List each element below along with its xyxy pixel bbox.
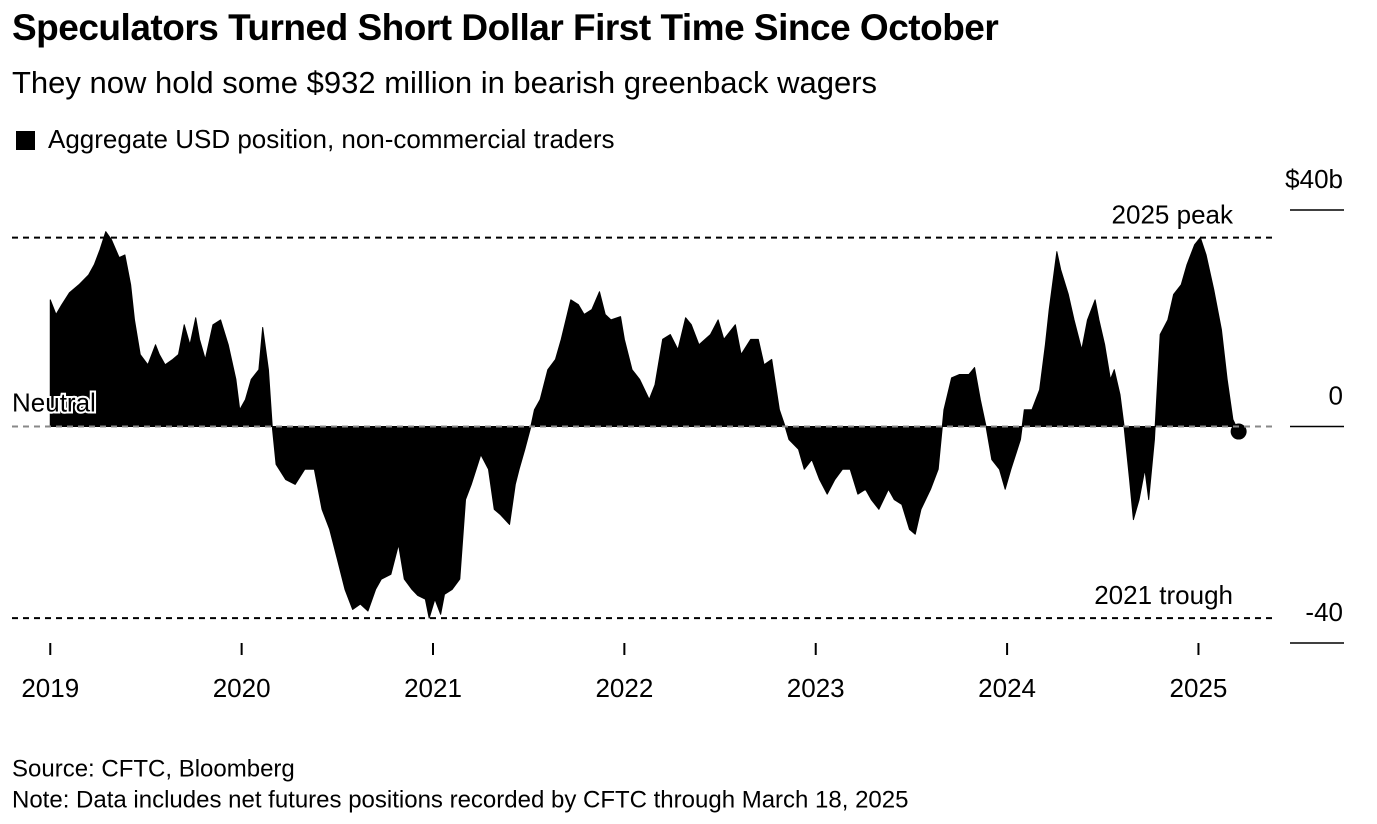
source: Source: CFTC, Bloomberg	[12, 755, 295, 782]
x-tick-label: 2025	[1170, 673, 1228, 703]
x-tick-label: 2020	[213, 673, 271, 703]
reference-label: 2025 peak	[1112, 199, 1234, 229]
x-tick-label: 2023	[787, 673, 845, 703]
note: Note: Data includes net futures position…	[12, 786, 908, 813]
reference-label: 2021 trough	[1094, 580, 1233, 610]
chart-subtitle: They now hold some $932 million in beari…	[12, 65, 877, 100]
y-tick-label: -40	[1305, 597, 1343, 627]
legend-label: Aggregate USD position, non-commercial t…	[48, 124, 614, 154]
x-tick-label: 2022	[595, 673, 653, 703]
y-tick-label: 0	[1329, 380, 1343, 410]
x-tick-label: 2024	[978, 673, 1036, 703]
area	[49, 231, 1240, 619]
x-tick-label: 2021	[404, 673, 462, 703]
reference-label: Neutral	[12, 387, 96, 417]
chart-title: Speculators Turned Short Dollar First Ti…	[12, 7, 998, 48]
y-tick-label: $40b	[1285, 164, 1343, 194]
x-tick-label: 2019	[21, 673, 79, 703]
end-dot	[1230, 423, 1247, 440]
legend-swatch	[16, 131, 35, 150]
